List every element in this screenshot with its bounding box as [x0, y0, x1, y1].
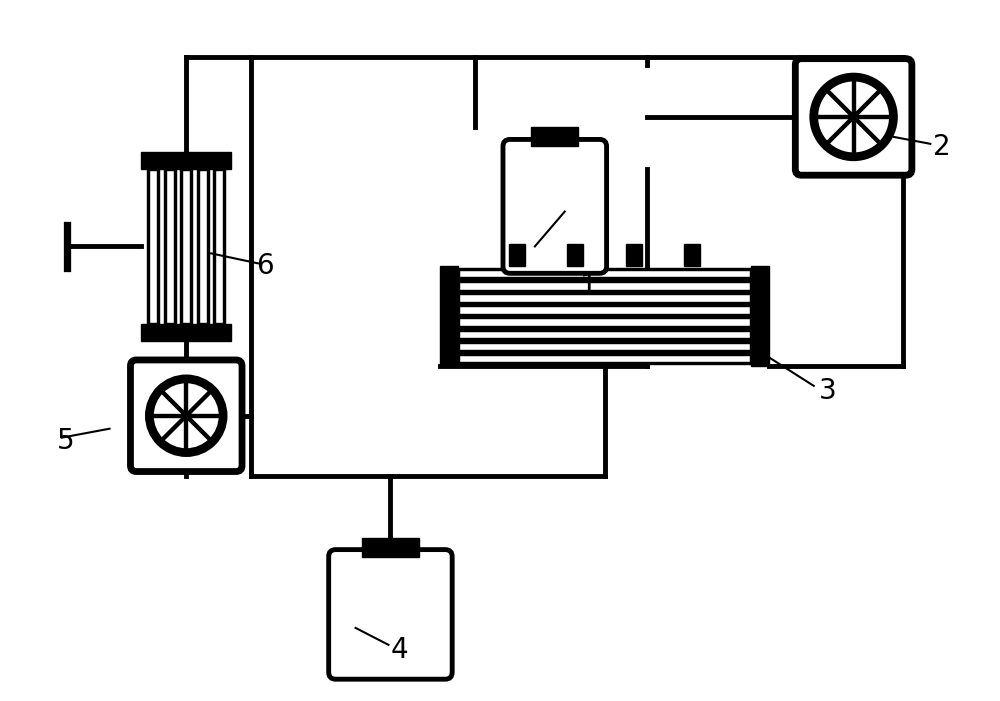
Bar [458, 281, 751, 291]
Bar [458, 269, 751, 278]
Bar [626, 245, 642, 266]
Text: 4: 4 [390, 636, 408, 664]
Bar [141, 152, 231, 169]
FancyBboxPatch shape [130, 360, 242, 472]
Text: 6: 6 [256, 252, 274, 280]
Bar [684, 245, 700, 266]
Circle shape [149, 379, 223, 453]
Bar [141, 324, 231, 341]
Circle shape [182, 411, 191, 420]
FancyBboxPatch shape [795, 59, 912, 175]
Text: 3: 3 [819, 377, 836, 405]
Bar [458, 329, 751, 339]
Circle shape [814, 77, 893, 157]
Bar [198, 169, 208, 324]
Bar [458, 318, 751, 327]
FancyBboxPatch shape [329, 550, 452, 679]
Bar [458, 341, 751, 351]
Bar [458, 306, 751, 315]
Bar [531, 127, 578, 147]
Text: 5: 5 [57, 427, 74, 455]
Text: 1: 1 [580, 272, 597, 300]
Circle shape [849, 112, 858, 122]
Bar [440, 266, 458, 366]
Text: 2: 2 [933, 132, 951, 161]
Bar [214, 169, 224, 324]
Bar [509, 245, 525, 266]
Bar [165, 169, 175, 324]
Bar [362, 538, 419, 557]
Bar [181, 169, 191, 324]
Bar [567, 245, 583, 266]
Bar [148, 169, 158, 324]
FancyBboxPatch shape [503, 139, 607, 273]
Bar [751, 266, 769, 366]
Bar [458, 293, 751, 303]
Bar [458, 354, 751, 363]
